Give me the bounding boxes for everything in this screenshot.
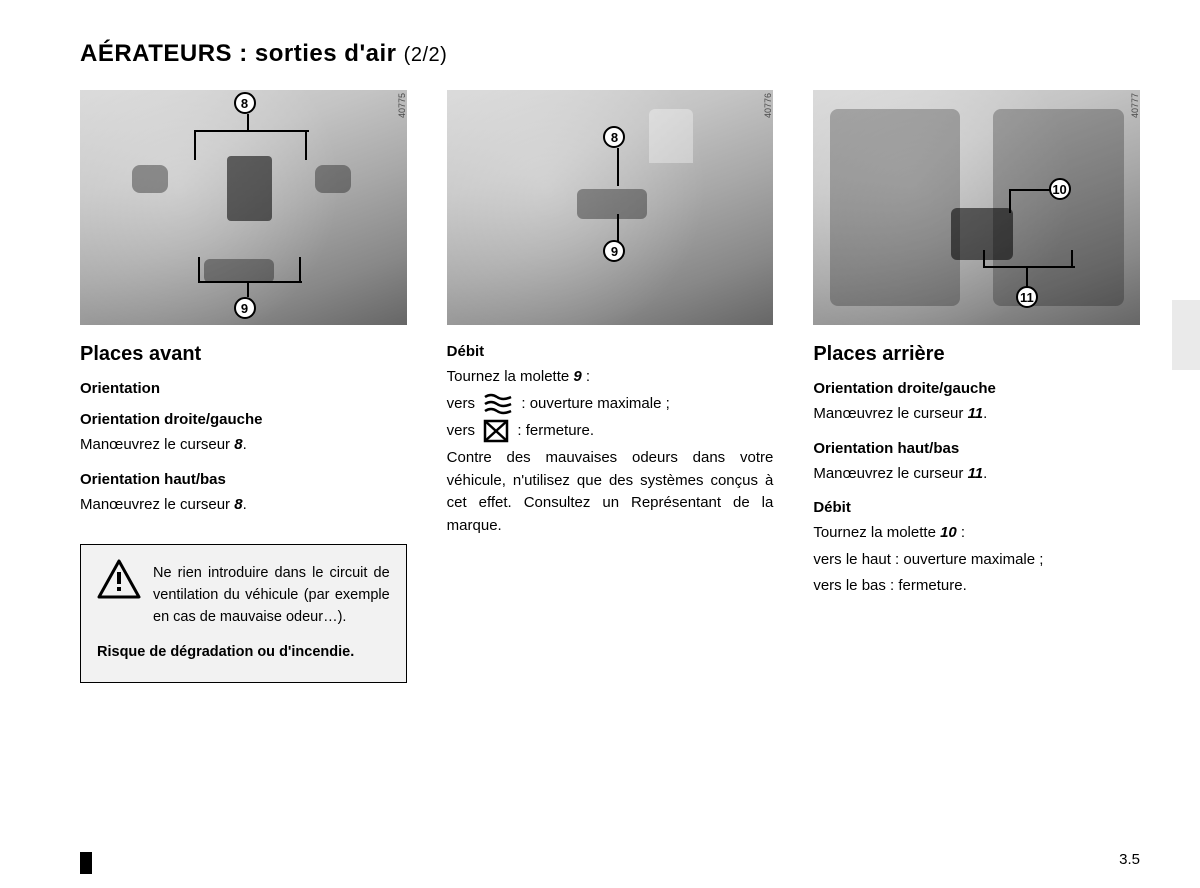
heading-places-avant: Places avant (80, 343, 407, 366)
figure-side-vent: 40776 8 9 (447, 90, 774, 325)
figure-rear-vent: 40777 10 11 (813, 90, 1140, 325)
callout-8: 8 (234, 92, 256, 114)
heading-places-arriere: Places arrière (813, 343, 1140, 366)
column-middle: 40776 8 9 Débit Tournez la molette 9 : v… (447, 90, 774, 683)
figure-front-dash: 40775 8 9 (80, 90, 407, 325)
text-dg: Manœuvrez le curseur 8. (80, 434, 407, 457)
text-dg-rear: Manœuvrez le curseur 11. (813, 403, 1140, 426)
column-rear: 40777 10 11 Places arrière Orientation d… (813, 90, 1140, 683)
title-sub: sorties d'air (255, 40, 397, 67)
text-down: vers le bas : fermeture. (813, 575, 1140, 598)
subheading-dg: Orientation droite/gauche (80, 411, 407, 428)
callout-11: 11 (1016, 286, 1038, 308)
text-odor-note: Contre des mauvaises odeurs dans votre v… (447, 447, 774, 537)
side-tab (1172, 300, 1200, 370)
subheading-hb-rear: Orientation haut/bas (813, 440, 1140, 457)
page-title: AÉRATEURS : sorties d'air (2/2) (80, 40, 1140, 68)
subheading-orientation: Orientation (80, 380, 407, 397)
warning-box: Ne rien introduire dans le circuit de ve… (80, 544, 407, 683)
columns: 40775 8 9 Places avant Orientation Orien… (80, 90, 1140, 683)
subheading-hb: Orientation haut/bas (80, 471, 407, 488)
text-vers-close: vers : fermeture. (447, 419, 774, 443)
text-hb-rear: Manœuvrez le curseur 11. (813, 463, 1140, 486)
subheading-dg-rear: Orientation droite/gauche (813, 380, 1140, 397)
img-ref-1: 40775 (397, 93, 407, 118)
subheading-debit-rear: Débit (813, 499, 1140, 516)
text-up: vers le haut : ouverture maximale ; (813, 549, 1140, 572)
callout-9: 9 (234, 297, 256, 319)
img-ref-3: 40777 (1130, 93, 1140, 118)
text-hb: Manœuvrez le curseur 8. (80, 494, 407, 517)
warning-icon (97, 559, 141, 599)
callout-10: 10 (1049, 178, 1071, 200)
page-number: 3.5 (1119, 851, 1140, 868)
subheading-debit: Débit (447, 343, 774, 360)
airflow-close-icon (483, 419, 509, 443)
text-turn-rear: Tournez la molette 10 : (813, 522, 1140, 545)
img-ref-2: 40776 (763, 93, 773, 118)
foot-mark (80, 852, 92, 874)
warning-risk: Risque de dégradation ou d'incendie. (97, 642, 390, 664)
title-pagepart: (2/2) (404, 44, 448, 66)
text-vers-max: vers : ouverture maximale ; (447, 393, 774, 416)
warning-body: Ne rien introduire dans le circuit de ve… (153, 563, 390, 628)
column-front: 40775 8 9 Places avant Orientation Orien… (80, 90, 407, 683)
airflow-open-icon (483, 393, 513, 415)
title-main: AÉRATEURS : (80, 40, 248, 67)
text-turn: Tournez la molette 9 : (447, 366, 774, 389)
